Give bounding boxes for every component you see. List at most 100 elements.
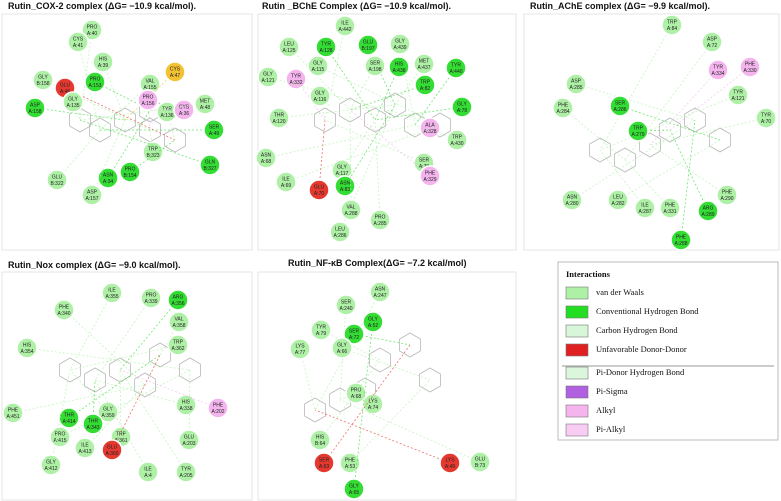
residue-circle [278, 36, 300, 58]
residue-id: A:39 [98, 63, 109, 69]
interaction-line [299, 348, 316, 411]
residue-circle [203, 119, 225, 141]
residue-id: B:154 [123, 173, 136, 179]
interaction-line [91, 119, 126, 196]
residue-circle [414, 74, 436, 96]
residue-id: A:116 [314, 97, 327, 103]
interaction-line [349, 379, 431, 464]
residue-id: A:135 [66, 103, 79, 109]
residue-circle [168, 311, 190, 333]
residue-id: A:121 [261, 78, 274, 84]
ring [114, 107, 136, 133]
legend-label: Carbon Hydrogen Bond [596, 325, 678, 335]
residue-id: A:332 [289, 80, 302, 86]
residue-circle [309, 85, 331, 107]
residue-id: A:125 [282, 48, 295, 54]
residue-name: ILE [81, 442, 89, 448]
residue-id: A:440 [449, 69, 462, 75]
residue-name: TYR [761, 112, 771, 118]
residue-name: ASP [87, 189, 98, 195]
residue-name: ILE [341, 20, 349, 26]
residue-circle [16, 337, 38, 359]
residue-id: A:48 [200, 105, 211, 111]
residue-circle [334, 15, 356, 37]
residue-circle [701, 31, 723, 53]
residue-name: GLU [314, 184, 325, 190]
residue-id: A:414 [62, 419, 75, 425]
interaction-line [319, 359, 381, 441]
residue-circle [697, 200, 719, 222]
residue-id: A:413 [78, 449, 91, 455]
residue-id: A:53 [345, 464, 356, 470]
residue-name: TYR [181, 466, 191, 472]
residue-name: LYS [445, 457, 455, 463]
residue-name: PHE [722, 189, 733, 195]
residue-circle [257, 66, 279, 88]
residue-name: PRO [375, 214, 386, 220]
residue-name: CYS [170, 66, 181, 72]
residue-name: GLY [457, 101, 467, 107]
residue-circle [24, 97, 46, 119]
residue-name: SER [319, 457, 330, 463]
residue-name: PHE [345, 457, 356, 463]
residue-circle [46, 169, 68, 191]
interaction-line [339, 399, 481, 463]
interaction-line [624, 41, 713, 161]
residue-id: A:63 [319, 464, 330, 470]
residue-circle [167, 334, 189, 356]
interaction-line [669, 66, 751, 131]
residue-name: GLU [475, 456, 486, 462]
residue-id: A:280 [565, 201, 578, 207]
residue-name: GLY [395, 38, 405, 44]
residue-name: SER [349, 328, 360, 334]
residue-name: TYR [316, 324, 326, 330]
residue-name: ARG [173, 294, 184, 300]
legend-label: Conventional Hydrogen Bond [596, 306, 699, 316]
residue-circle [81, 19, 103, 41]
residue-id: A:120 [272, 119, 285, 125]
residue-name: HIS [182, 399, 191, 405]
interaction-line [265, 124, 416, 159]
residue-circle [364, 55, 386, 77]
residue-name: LYS [295, 343, 305, 349]
residue-name: TYR [733, 89, 743, 95]
residue-circle [119, 161, 141, 183]
residue-name: SER [615, 100, 626, 106]
ring [684, 107, 706, 133]
residue-name: THR [64, 412, 75, 418]
residue-id: A:338 [179, 406, 192, 412]
residue-circle [561, 189, 583, 211]
residue-name: GLY [368, 316, 378, 322]
residue-circle [362, 393, 384, 415]
residue-id: A:290 [720, 196, 733, 202]
residue-name: SER [209, 124, 220, 130]
interaction-line [111, 354, 161, 451]
interaction-line [680, 119, 696, 241]
